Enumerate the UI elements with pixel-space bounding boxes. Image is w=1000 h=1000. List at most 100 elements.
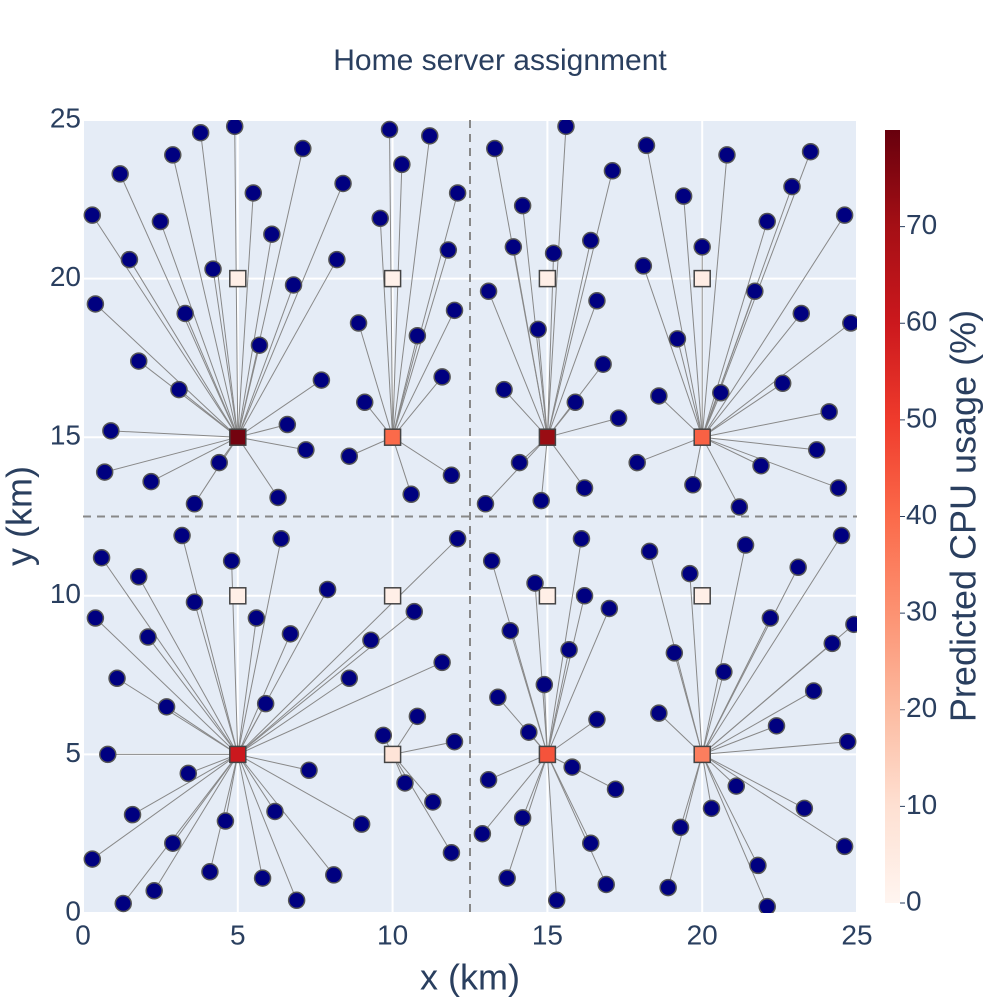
user [362, 631, 380, 649]
user [328, 250, 346, 269]
user [393, 155, 411, 174]
assignment-line [701, 382, 783, 438]
assignment-line [237, 611, 415, 755]
assignment-line [138, 360, 239, 438]
assignment-line [637, 436, 703, 464]
user [424, 793, 442, 811]
user [650, 704, 668, 722]
user [325, 866, 343, 884]
server [693, 745, 711, 764]
user [164, 146, 182, 164]
user [204, 260, 222, 278]
user [439, 241, 458, 259]
user [83, 850, 102, 868]
user [266, 802, 284, 821]
user [371, 209, 389, 228]
user [269, 488, 287, 507]
user [842, 314, 857, 332]
assignment-line [522, 754, 548, 819]
user [312, 371, 331, 389]
assignment-line [546, 608, 610, 755]
assignment-line [701, 753, 845, 847]
assignment-line [547, 417, 619, 438]
server [229, 745, 247, 764]
user [210, 453, 228, 472]
user [145, 882, 163, 900]
user [637, 136, 656, 155]
user [253, 869, 272, 887]
user [544, 244, 563, 262]
user [746, 282, 764, 301]
colorbar [885, 130, 900, 903]
assignment-line [702, 411, 830, 438]
user [572, 529, 591, 548]
user [445, 301, 464, 320]
y-tick-label: 20 [50, 261, 81, 292]
user [352, 815, 371, 833]
user [86, 609, 105, 627]
user [482, 552, 501, 570]
assignment-line [546, 126, 567, 438]
assignment-line [91, 753, 239, 860]
user [448, 529, 467, 548]
user [557, 120, 575, 136]
user [715, 663, 733, 681]
assignment-line [116, 677, 239, 755]
server [383, 428, 402, 446]
assignment-line [237, 754, 335, 876]
user [526, 574, 544, 592]
user [442, 843, 461, 862]
user [529, 320, 547, 339]
user [486, 139, 504, 158]
user [396, 774, 414, 792]
assignment-line [509, 630, 548, 755]
user [498, 869, 516, 887]
user [504, 238, 523, 256]
colorbar-tick-label: 50 [906, 402, 937, 433]
user [129, 352, 148, 370]
assignment-line [91, 214, 239, 438]
x-tick-label: 20 [687, 919, 718, 950]
assignment-line [237, 183, 344, 438]
user [164, 834, 182, 852]
assignment-line [237, 538, 458, 755]
assignment-line [642, 265, 703, 438]
user [609, 409, 628, 427]
user [835, 837, 854, 856]
server [693, 428, 711, 446]
user [445, 732, 464, 751]
user [801, 142, 820, 161]
user [773, 374, 792, 393]
user [318, 580, 337, 599]
user [712, 384, 730, 402]
user [532, 491, 550, 510]
user [433, 368, 451, 386]
assignment-line [129, 259, 239, 438]
assignment-line [237, 754, 276, 812]
colorbar-tick-label: 20 [906, 692, 937, 723]
user [581, 231, 600, 250]
assignment-line [701, 535, 842, 755]
assignment-line [237, 677, 350, 755]
user [176, 304, 194, 323]
user [340, 669, 359, 688]
assignment-line [237, 753, 310, 771]
server [538, 428, 557, 446]
assignment-line [481, 754, 548, 835]
user [820, 403, 838, 421]
y-tick-label: 5 [65, 737, 81, 768]
user [727, 777, 746, 795]
user [139, 628, 157, 646]
assignment-line [701, 617, 771, 755]
assignment-line [673, 652, 703, 755]
assignment-line [392, 436, 452, 476]
assignment-line [379, 218, 394, 438]
assignment-line [237, 661, 443, 755]
user [479, 771, 498, 789]
colorbar-tick-label: 40 [906, 499, 937, 530]
user [603, 162, 622, 180]
user [179, 764, 198, 783]
user [111, 165, 129, 183]
user [185, 593, 204, 611]
user [628, 453, 646, 472]
